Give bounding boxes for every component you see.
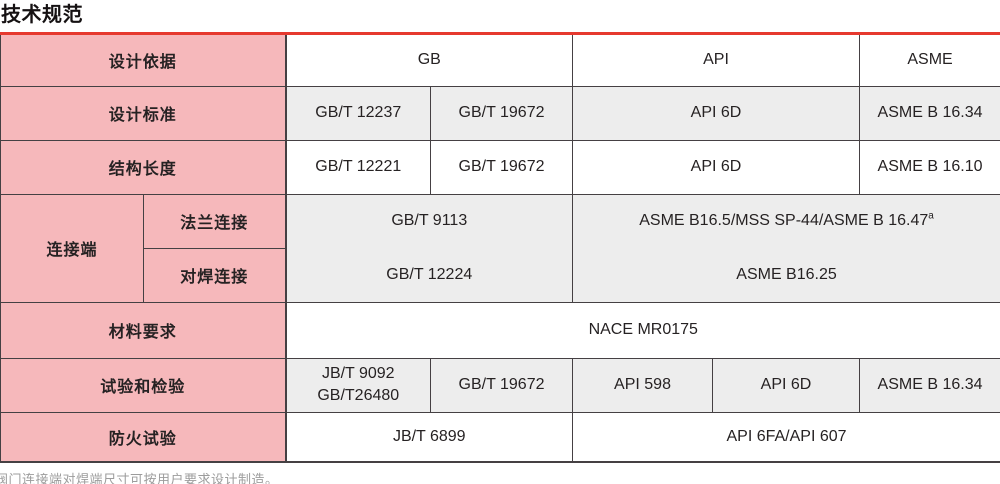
table-cell: GB/T 19672 [430, 85, 574, 141]
table-cell: ASME B 16.10 [859, 139, 1000, 195]
row-header-design-standard: 设计标准 [0, 85, 287, 141]
table-row: 结构长度 GB/T 12221 GB/T 19672 API 6D ASME B… [0, 139, 1000, 195]
table-cell: ASME B 16.34 [859, 357, 1000, 413]
row-header-test-inspection: 试验和检验 [0, 357, 287, 413]
cell-text: ASME B16.5/MSS SP-44/ASME B 16.47 [639, 212, 929, 230]
cell-gb: GB [285, 35, 574, 87]
footnote-marker: a [928, 210, 934, 222]
table-cell: GB/T 12224 [285, 248, 574, 303]
table-cell: API 6FA/API 607 [572, 411, 1000, 463]
cell-line-2: GB/T26480 [317, 387, 400, 404]
table-row: 防火试验 JB/T 6899 API 6FA/API 607 [0, 411, 1000, 463]
table-row: 连接端 法兰连接 GB/T 9113 ASME B16.5/MSS SP-44/… [0, 193, 1000, 303]
row-subheader-flange-connection: 法兰连接 [142, 193, 287, 249]
table-cell: ASME B 16.34 [859, 85, 1000, 141]
table-cell: GB/T 12221 [285, 139, 432, 195]
spec-table: 设计依据 GB API ASME 设计标准 GB/T 12237 GB/T 19… [0, 35, 1000, 463]
cell-asme: ASME [859, 35, 1000, 87]
table-row: 设计依据 GB API ASME [0, 35, 1000, 87]
table-row: 试验和检验 JB/T 9092 GB/T26480 GB/T 19672 API… [0, 357, 1000, 413]
table-cell: JB/T 6899 [285, 411, 574, 463]
row-header-fire-test: 防火试验 [0, 411, 287, 463]
row-header-material-requirement: 材料要求 [0, 301, 287, 359]
table-cell: ASME B16.5/MSS SP-44/ASME B 16.47a [572, 193, 1000, 248]
page-title: 技术规范 [1, 4, 83, 26]
table-cell: GB/T 12237 [285, 85, 432, 141]
table-cell: ASME B16.25 [572, 248, 1000, 303]
row-header-structure-length: 结构长度 [0, 139, 287, 195]
accent-divider [0, 32, 1000, 35]
table-cell: API 6D [572, 85, 861, 141]
table-cell: API 6D [572, 139, 861, 195]
row-header-design-basis: 设计依据 [0, 35, 287, 87]
table-row: 对焊连接 GB/T 12224 ASME B16.25 [1, 247, 1000, 303]
table-cell: GB/T 9113 [285, 193, 574, 248]
cell-line-1: JB/T 9092 [321, 365, 395, 383]
table-cell: GB/T 19672 [430, 357, 574, 413]
row-header-connection-end: 连接端 [0, 193, 144, 303]
table-cell: JB/T 9092 GB/T26480 [285, 357, 432, 413]
table-row: 材料要求 NACE MR0175 [0, 301, 1000, 359]
table-cell: GB/T 19672 [430, 139, 574, 195]
table-row: 设计标准 GB/T 12237 GB/T 19672 API 6D ASME B… [0, 85, 1000, 141]
table-cell: NACE MR0175 [285, 301, 1000, 359]
cell-api: API [572, 35, 861, 87]
table-cell: API 6D [712, 357, 861, 413]
row-subheader-butt-weld-connection: 对焊连接 [142, 247, 287, 303]
table-footnote: 阀门连接端对焊端尺寸可按用户要求设计制造。 [0, 472, 279, 484]
table-cell: API 598 [572, 357, 714, 413]
